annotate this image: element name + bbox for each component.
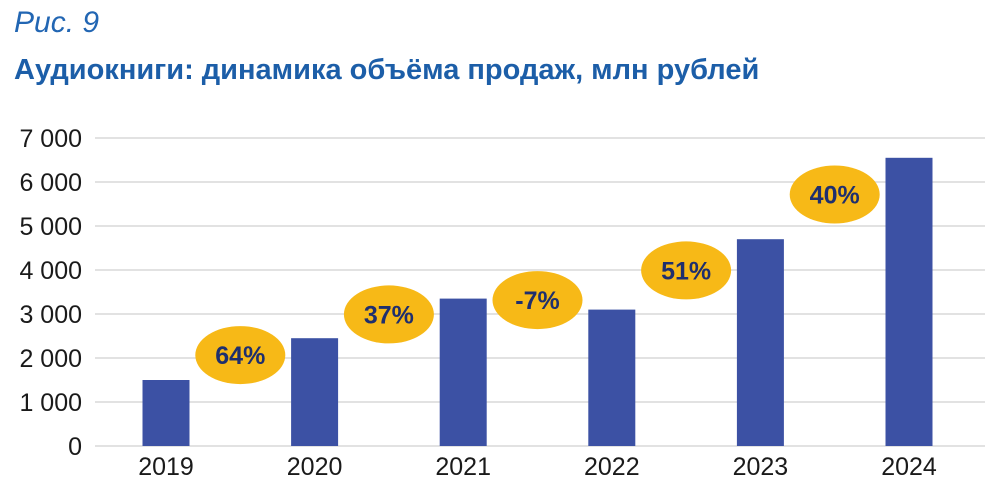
figure-label: Рис. 9 <box>14 6 100 39</box>
y-tick-label: 3 000 <box>19 301 82 329</box>
y-tick-label: 7 000 <box>19 125 82 153</box>
bar <box>439 298 487 446</box>
bar <box>142 380 190 446</box>
y-tick-label: 2 000 <box>19 345 82 373</box>
growth-badge-label: 40% <box>810 182 860 210</box>
x-tick-label: 2021 <box>435 453 491 481</box>
x-tick-label: 2023 <box>733 453 789 481</box>
growth-badge-shape <box>641 241 732 300</box>
growth-badge-shape <box>343 285 434 344</box>
y-axis-tick-labels: 0 1 000 2 000 3 000 4 000 5 000 6 000 7 000 <box>19 125 82 461</box>
growth-badge-label: -7% <box>515 287 559 315</box>
growth-badge: -7% <box>492 271 583 330</box>
growth-badge: 37% <box>343 285 434 344</box>
growth-badge: 40% <box>789 165 880 224</box>
y-tick-label: 0 <box>68 433 82 461</box>
growth-badges: 64% 37% -7% 51% 40% <box>195 165 880 385</box>
bar <box>736 239 784 446</box>
bar <box>291 338 339 446</box>
x-tick-label: 2020 <box>287 453 343 481</box>
x-tick-label: 2022 <box>584 453 640 481</box>
growth-badge-shape <box>492 271 583 330</box>
growth-badge-shape <box>789 165 880 224</box>
x-axis-tick-labels: 2019 2020 2021 2022 2023 2024 <box>138 453 937 481</box>
y-tick-label: 6 000 <box>19 169 82 197</box>
x-tick-label: 2019 <box>138 453 194 481</box>
growth-badge-label: 37% <box>364 301 414 329</box>
y-tick-label: 4 000 <box>19 257 82 285</box>
bars <box>142 157 933 447</box>
bar <box>588 309 636 446</box>
chart-title: Аудиокниги: динамика объёма продаж, млн … <box>14 54 760 86</box>
x-tick-label: 2024 <box>881 453 937 481</box>
growth-badge: 51% <box>641 241 732 300</box>
growth-badge-label: 51% <box>661 257 711 285</box>
bar <box>885 157 933 447</box>
y-tick-label: 5 000 <box>19 213 82 241</box>
growth-badge-label: 64% <box>215 342 265 370</box>
growth-badge-shape <box>195 326 286 385</box>
y-tick-label: 1 000 <box>19 389 82 417</box>
growth-badge: 64% <box>195 326 286 385</box>
